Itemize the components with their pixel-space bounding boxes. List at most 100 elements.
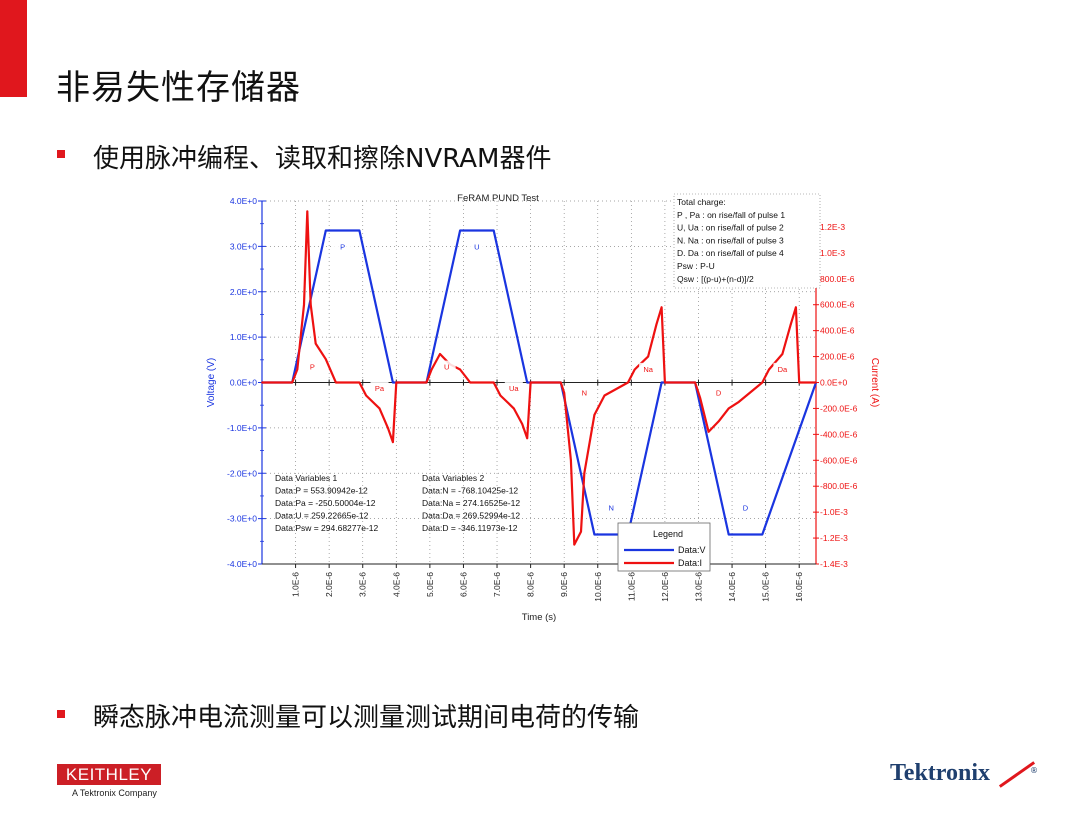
total-charge-line: Qsw : [(p-u)+(n-d)]/2 — [677, 274, 754, 284]
x-tick-label: 8.0E-6 — [526, 572, 536, 597]
current-point — [296, 368, 299, 371]
marker-label: D — [743, 503, 749, 512]
y2-tick-label: -1.0E-3 — [820, 507, 848, 517]
current-point — [717, 420, 720, 423]
current-point — [798, 381, 801, 384]
current-point — [727, 407, 730, 410]
current-point — [789, 323, 792, 326]
marker-box — [504, 381, 523, 393]
y-tick-label: -1.0E+0 — [227, 423, 257, 433]
x-tick-label: 7.0E-6 — [492, 572, 502, 597]
current-point — [694, 381, 697, 384]
current-point — [526, 437, 529, 440]
data-variables-1-line: Data Variables 1 — [275, 473, 337, 483]
marker-box — [709, 386, 728, 398]
x-tick-label: 16.0E-6 — [794, 572, 804, 602]
data-variables-2-line: Data Variables 2 — [422, 473, 484, 483]
current-point — [583, 472, 586, 475]
voltage-point — [492, 229, 495, 232]
marker-box — [736, 501, 755, 513]
voltage-point — [727, 533, 730, 536]
current-point — [768, 368, 770, 371]
data-variables-1-line: Data:Psw = 294.68277e-12 — [275, 523, 379, 533]
marker-label: N — [582, 388, 587, 397]
total-charge-line: P , Pa : on rise/fall of pulse 1 — [677, 210, 785, 220]
total-charge-line: D. Da : on rise/fall of pulse 4 — [677, 248, 784, 258]
current-point — [303, 303, 305, 306]
current-point — [324, 358, 327, 361]
keithley-logo: KEITHLEY — [57, 764, 161, 785]
current-point — [781, 353, 784, 355]
y2-tick-label: 600.0E-6 — [820, 300, 855, 310]
current-point — [573, 543, 576, 546]
marker-box — [333, 240, 352, 252]
y2-tick-label: 400.0E-6 — [820, 326, 855, 336]
current-point — [358, 381, 361, 384]
marker-label: Da — [778, 365, 788, 374]
y-tick-label: 3.0E+0 — [230, 241, 257, 251]
current-point — [794, 306, 797, 309]
current-point — [559, 381, 562, 384]
x-tick-label: 12.0E-6 — [660, 572, 670, 602]
bullet-marker — [57, 150, 65, 158]
total-charge-line: Psw : P-U — [677, 261, 715, 271]
x-tick-label: 2.0E-6 — [324, 572, 334, 597]
current-point — [569, 459, 572, 462]
marker-label: N — [608, 503, 613, 512]
voltage-point — [392, 381, 394, 384]
total-charge-box — [673, 193, 821, 289]
x-tick-label: 3.0E-6 — [358, 572, 368, 597]
x-tick-label: 1.0E-6 — [291, 572, 301, 597]
current-point — [627, 381, 629, 384]
y-tick-label: -4.0E+0 — [227, 559, 257, 569]
marker-box — [575, 386, 594, 398]
current-point — [378, 407, 381, 410]
data-variables-1-line: Data:P = 553.90942e-12 — [275, 486, 368, 496]
current-point — [633, 368, 636, 371]
x-tick-label: 13.0E-6 — [693, 572, 703, 602]
x-tick-label: 11.0E-6 — [626, 572, 636, 601]
y2-tick-label: 1.0E-3 — [820, 248, 845, 258]
total-charge-line: N. Na : on rise/fall of pulse 3 — [677, 235, 784, 245]
y2-tick-label: -200.0E-6 — [820, 403, 858, 413]
data-variables-2-line: Data:N = -768.10425e-12 — [422, 486, 518, 496]
y-tick-label: -2.0E+0 — [227, 468, 257, 478]
marker-label: P — [340, 242, 345, 251]
bullet-text-2: 瞬态脉冲电流测量可以测量测试期间电荷的传输 — [93, 703, 640, 733]
bullet-marker — [57, 710, 65, 718]
marker-box — [370, 381, 389, 393]
voltage-point — [358, 229, 361, 232]
total-charge-line: Total charge: — [677, 197, 726, 207]
marker-label: Pa — [375, 384, 385, 393]
y2-tick-label: 1.2E-3 — [820, 222, 845, 232]
marker-box — [467, 240, 486, 252]
x-tick-label: 5.0E-6 — [425, 572, 435, 597]
current-point — [261, 381, 263, 384]
x-tick-label: 4.0E-6 — [391, 572, 401, 597]
current-point — [430, 368, 433, 371]
marker-label: U — [444, 363, 449, 372]
current-point — [603, 394, 606, 397]
keithley-subtitle: A Tektronix Company — [72, 788, 157, 798]
tektronix-logo: Tektronix — [890, 760, 991, 786]
current-point — [387, 426, 389, 429]
y-tick-label: -3.0E+0 — [227, 514, 257, 524]
current-point — [469, 381, 472, 384]
current-point — [425, 381, 428, 384]
x-tick-label: 15.0E-6 — [761, 572, 771, 602]
y2-tick-label: -400.0E-6 — [820, 429, 858, 439]
current-point — [580, 530, 582, 533]
y2-tick-label: 0.0E+0 — [820, 378, 847, 388]
current-point — [499, 394, 502, 397]
current-point — [314, 342, 317, 345]
total-charge-line: U, Ua : on rise/fall of pulse 2 — [677, 223, 784, 233]
y2-tick-label: 200.0E-6 — [820, 352, 855, 362]
current-point — [563, 391, 566, 394]
y2-axis-label: Current (A) — [869, 358, 880, 407]
current-point — [492, 381, 495, 384]
x-axis-label: Time (s) — [522, 612, 556, 623]
legend-title: Legend — [653, 529, 683, 539]
current-point — [521, 423, 524, 425]
data-variables-2-line: Data:Da = 269.52994e-12 — [422, 511, 520, 521]
current-point — [291, 381, 294, 384]
